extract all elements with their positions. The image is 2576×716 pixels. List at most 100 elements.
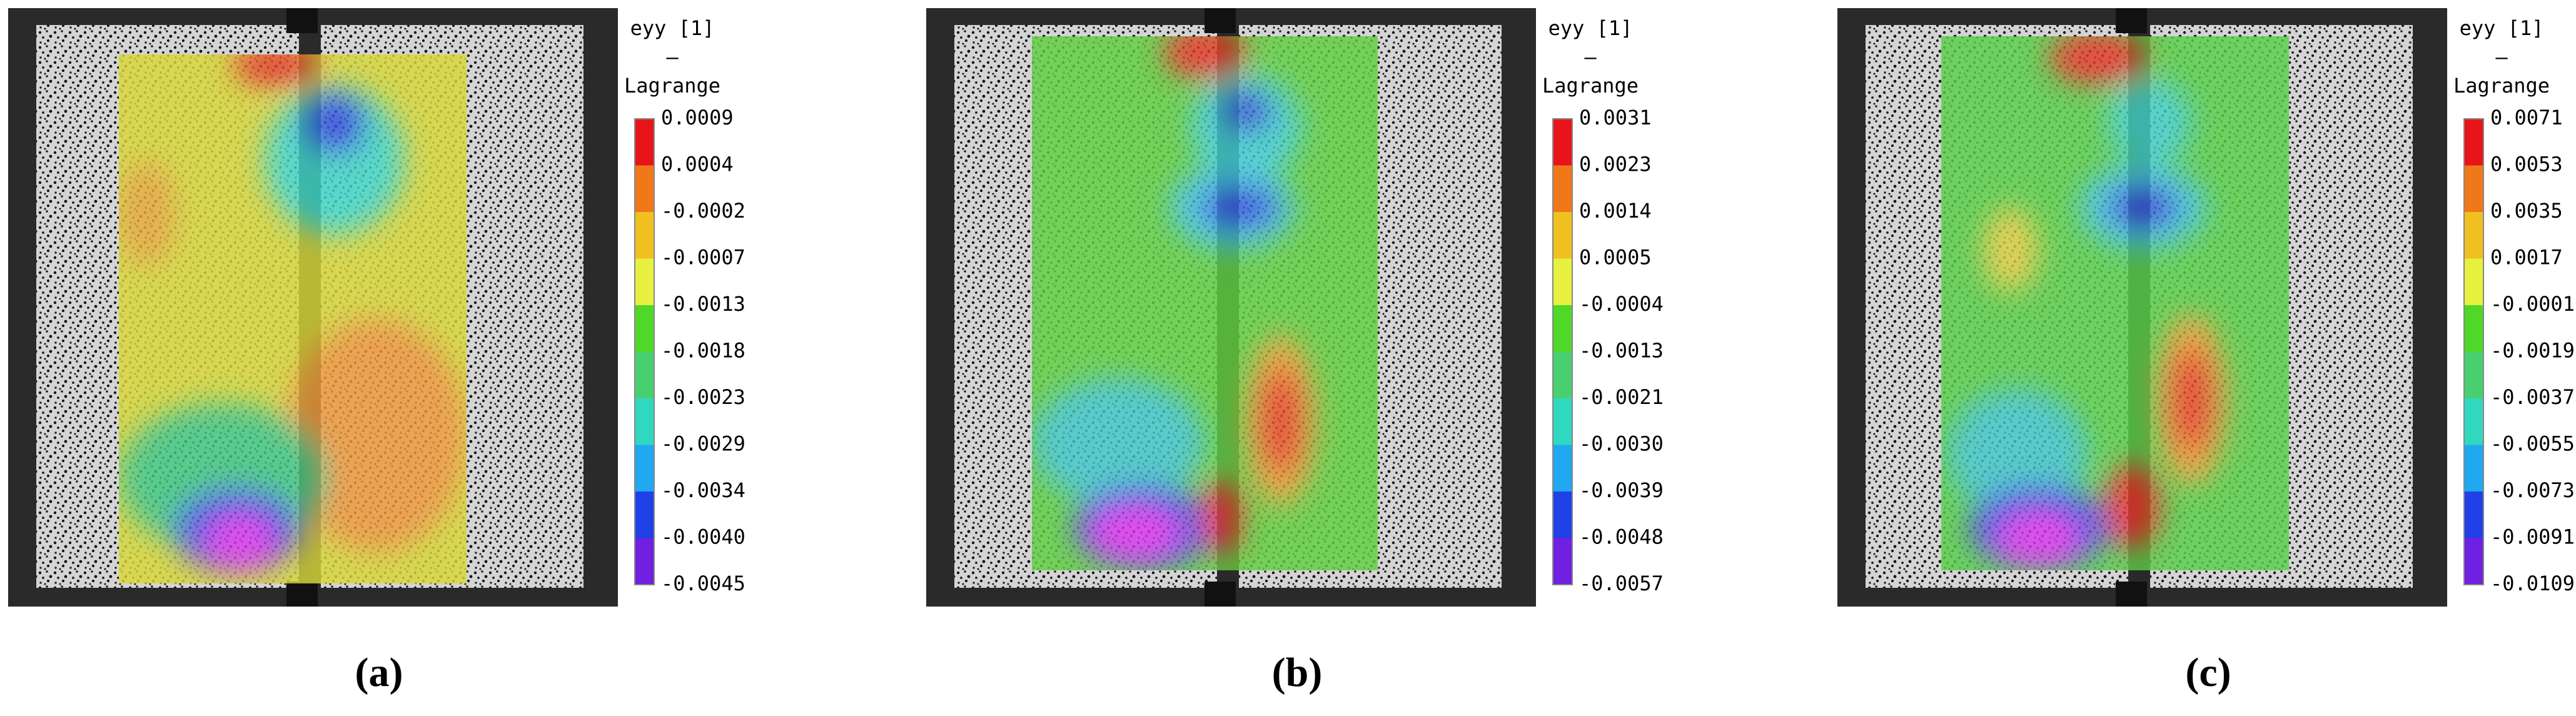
colorbar-tick-label: -0.0002	[661, 199, 745, 223]
panel-label: (b)	[1272, 650, 1323, 695]
colorbar-tick-label: 0.0004	[661, 153, 734, 176]
strain-blob	[1091, 506, 1181, 560]
colorbar-segment	[2464, 445, 2483, 492]
colorbar-segment	[1553, 398, 1572, 445]
colorbar-segment	[1553, 165, 1572, 213]
colorbar-border	[2463, 118, 2484, 585]
strain-blob	[233, 54, 317, 86]
strain-blob	[1201, 479, 1243, 555]
strain-blob	[1163, 36, 1246, 79]
colorbar-segment	[2464, 398, 2483, 445]
strain-blob	[1983, 207, 2039, 293]
colorbar-segment	[1553, 305, 1572, 352]
notch-top	[1205, 8, 1236, 33]
colorbar-title: eyy [1]	[630, 16, 715, 40]
colorbar-border	[634, 118, 655, 585]
strain-blob	[303, 91, 366, 155]
strain-blob	[206, 515, 276, 568]
colorbar-segment	[635, 351, 654, 399]
colorbar-title: Lagrange	[1542, 74, 1639, 98]
strain-blob	[1948, 388, 2088, 517]
colorbar-tick-label: 0.0005	[1579, 246, 1652, 270]
colorbar-tick-label: -0.0048	[1579, 525, 1664, 549]
colorbar-segment	[2464, 119, 2483, 166]
colorbar-segment	[1553, 538, 1572, 585]
colorbar-title: eyy [1]	[2460, 16, 2544, 40]
strain-overlay	[119, 54, 467, 583]
colorbar-segment	[635, 492, 654, 538]
colorbar-tick-label: -0.0021	[1579, 385, 1664, 409]
colorbar-segment	[635, 305, 654, 352]
strain-blob	[1032, 378, 1205, 507]
colorbar-tick-label: -0.0023	[661, 385, 745, 409]
colorbar-tick-label: -0.0013	[661, 292, 745, 316]
colorbar-tick-label: 0.0035	[2490, 199, 2563, 223]
colorbar-tick-label: 0.0053	[2490, 153, 2563, 176]
notch-top	[2116, 8, 2147, 33]
colorbar-segment	[1553, 212, 1572, 259]
colorbar-tick-label: -0.0039	[1579, 478, 1664, 502]
colorbar-tick-label: 0.0071	[2490, 106, 2563, 129]
colorbar-segment	[635, 538, 654, 585]
colorbar-segment	[635, 258, 654, 306]
colorbar-segment	[635, 212, 654, 259]
strain-blob	[119, 160, 174, 266]
colorbar-tick-label: -0.0073	[2490, 478, 2575, 502]
colorbar-tick-label: 0.0014	[1579, 199, 1652, 223]
strain-blobs	[1948, 36, 2226, 570]
colorbar-tick-label: -0.0030	[1579, 432, 1664, 456]
colorbar-segment	[635, 119, 654, 166]
strain-blob	[2170, 346, 2213, 453]
strain-blob	[285, 319, 467, 552]
colorbar-tick-label: -0.0018	[661, 339, 745, 363]
strain-blob	[1201, 186, 1278, 229]
colorbar-tick-label: -0.0019	[2490, 339, 2575, 363]
strain-blob	[2049, 36, 2147, 84]
colorbar-title: –	[1584, 45, 1597, 69]
colorbar-segment	[1553, 492, 1572, 538]
notch-bottom	[1205, 582, 1236, 607]
colorbar-segment	[2464, 305, 2483, 352]
colorbar-tick-label: -0.0007	[661, 246, 745, 270]
colorbar-title: –	[2495, 45, 2508, 69]
strain-blob	[1996, 512, 2081, 565]
colorbar-tick-label: 0.0023	[1579, 153, 1652, 176]
colorbar-segment	[1553, 351, 1572, 399]
colorbar-segment	[635, 165, 654, 213]
colorbar-segment	[2464, 212, 2483, 259]
colorbar-tick-label: -0.0040	[661, 525, 745, 549]
colorbar-tick-label: -0.0001	[2490, 292, 2575, 316]
panel-label: (a)	[355, 650, 403, 695]
colorbar-segment	[1553, 258, 1572, 306]
colorbar-segment	[635, 445, 654, 492]
colorbar-tick-label: -0.0091	[2490, 525, 2575, 549]
colorbar-segment	[2464, 165, 2483, 213]
colorbar-segment	[2464, 351, 2483, 399]
colorbar-tick-label: -0.0057	[1579, 572, 1664, 595]
colorbar-tick-label: 0.0031	[1579, 106, 1652, 129]
colorbar-tick-label: -0.0109	[2490, 572, 2575, 595]
colorbar-border	[1552, 118, 1573, 585]
strain-blob	[2108, 79, 2192, 164]
colorbar-title: eyy [1]	[1548, 16, 1633, 40]
colorbar-tick-label: -0.0045	[661, 572, 745, 595]
strain-overlay	[1941, 36, 2289, 570]
panel-label: (c)	[2185, 650, 2231, 695]
colorbar-tick-label: 0.0009	[661, 106, 734, 129]
strain-blob	[2108, 186, 2178, 229]
colorbar-title: Lagrange	[624, 74, 720, 98]
colorbar-segment	[2464, 258, 2483, 306]
colorbar-title: –	[666, 45, 679, 69]
notch-top	[286, 8, 318, 33]
colorbar-segment	[2464, 538, 2483, 585]
strain-overlay	[1032, 36, 1378, 570]
colorbar-segment	[2464, 492, 2483, 538]
strain-blobs	[1032, 36, 1316, 570]
notch-bottom	[286, 582, 318, 607]
colorbar-tick-label: -0.0034	[661, 478, 745, 502]
colorbar-tick-label: -0.0004	[1579, 292, 1664, 316]
colorbar-title: Lagrange	[2453, 74, 2550, 98]
colorbar-tick-label: -0.0013	[1579, 339, 1664, 363]
colorbar-tick-label: 0.0017	[2490, 246, 2563, 270]
